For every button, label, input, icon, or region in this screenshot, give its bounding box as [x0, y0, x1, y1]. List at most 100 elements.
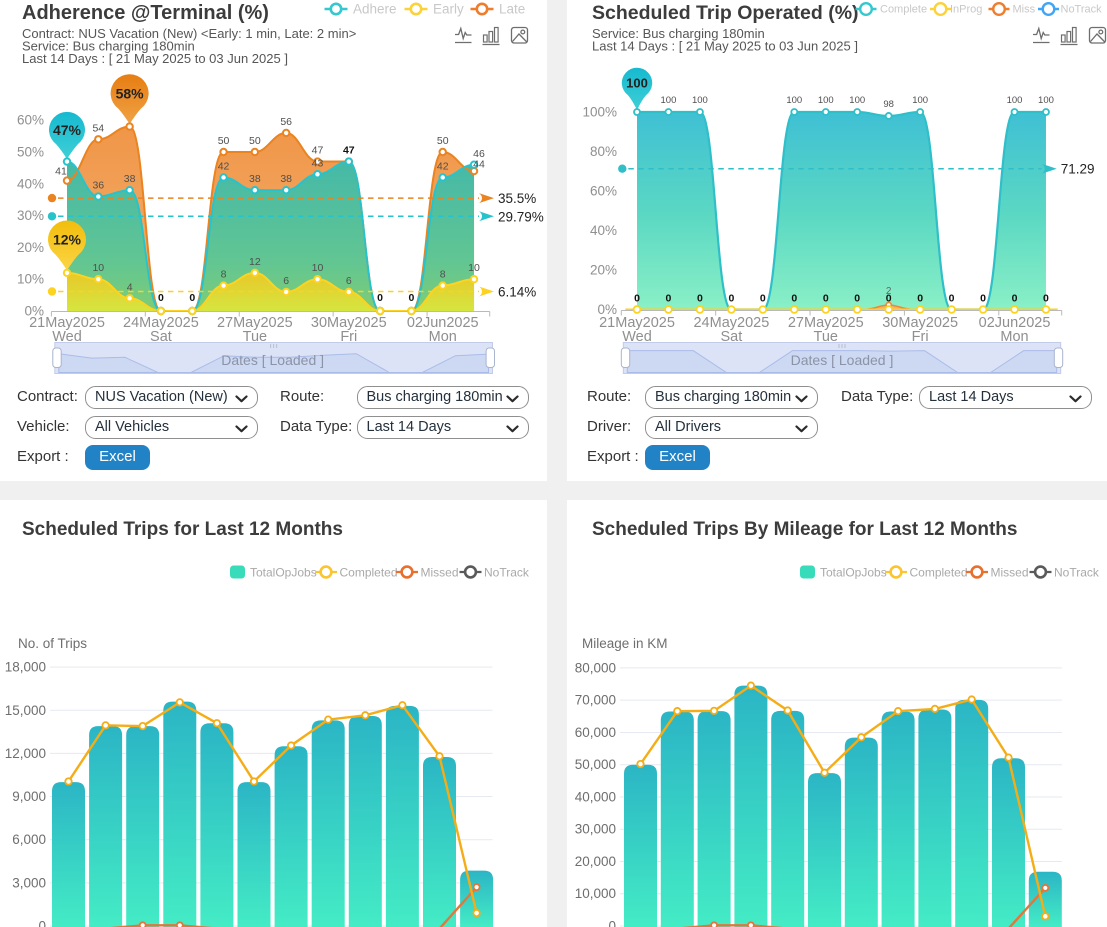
svg-text:Early: Early — [433, 2, 464, 17]
svg-text:Last 14 Days : [ 21 May 2025 t: Last 14 Days : [ 21 May 2025 to 03 Jun 2… — [22, 51, 288, 66]
svg-text:100%: 100% — [582, 105, 617, 120]
svg-text:6.14%: 6.14% — [498, 284, 536, 299]
svg-text:Missed: Missed — [421, 566, 459, 580]
svg-text:0: 0 — [1012, 293, 1018, 305]
svg-text:Scheduled Trips for Last 12 Mo: Scheduled Trips for Last 12 Months — [22, 519, 343, 540]
svg-text:56: 56 — [280, 116, 292, 128]
svg-text:21May2025: 21May2025 — [599, 315, 675, 331]
svg-text:15,000: 15,000 — [5, 703, 46, 718]
svg-text:InProg: InProg — [950, 4, 982, 16]
svg-text:30%: 30% — [17, 208, 44, 223]
svg-text:30,000: 30,000 — [575, 822, 616, 837]
svg-text:0: 0 — [791, 293, 797, 305]
svg-text:0: 0 — [634, 293, 640, 305]
svg-text:Wed: Wed — [622, 329, 652, 345]
svg-text:Dates [ Loaded ]: Dates [ Loaded ] — [221, 352, 324, 368]
svg-text:60%: 60% — [17, 113, 44, 128]
svg-text:0%: 0% — [597, 302, 617, 317]
svg-text:8: 8 — [221, 269, 227, 281]
svg-text:Late: Late — [499, 2, 525, 17]
svg-text:43: 43 — [312, 157, 324, 169]
svg-text:50: 50 — [218, 135, 230, 147]
svg-text:9,000: 9,000 — [12, 789, 46, 804]
svg-text:100: 100 — [626, 76, 648, 91]
svg-text:100: 100 — [786, 95, 802, 106]
svg-text:38: 38 — [280, 173, 292, 185]
svg-text:3,000: 3,000 — [12, 875, 46, 890]
svg-text:0: 0 — [823, 293, 829, 305]
svg-text:80%: 80% — [590, 144, 617, 159]
svg-text:0: 0 — [854, 293, 860, 305]
svg-text:Completed: Completed — [910, 566, 968, 580]
svg-text:Last 14 Days : [ 21 May 2025 t: Last 14 Days : [ 21 May 2025 to 03 Jun 2… — [592, 39, 858, 54]
svg-text:42: 42 — [218, 160, 230, 172]
svg-text:Tue: Tue — [243, 329, 267, 345]
svg-text:10: 10 — [92, 262, 104, 274]
svg-text:12,000: 12,000 — [5, 746, 46, 761]
svg-text:0: 0 — [728, 293, 734, 305]
svg-text:30May2025: 30May2025 — [311, 315, 387, 331]
svg-text:Dates [ Loaded ]: Dates [ Loaded ] — [791, 352, 894, 368]
svg-text:10: 10 — [468, 262, 480, 274]
svg-text:Mon: Mon — [1000, 329, 1028, 345]
svg-text:10: 10 — [312, 262, 324, 274]
svg-text:0%: 0% — [24, 304, 44, 319]
svg-text:20,000: 20,000 — [575, 854, 616, 869]
svg-text:0: 0 — [697, 293, 703, 305]
svg-text:100: 100 — [1007, 95, 1023, 106]
svg-text:20%: 20% — [17, 240, 44, 255]
svg-text:TotalOpJobs: TotalOpJobs — [820, 566, 887, 580]
svg-text:Scheduled Trips By Mileage for: Scheduled Trips By Mileage for Last 12 M… — [592, 519, 1017, 540]
svg-text:60,000: 60,000 — [575, 725, 616, 740]
svg-text:4: 4 — [127, 281, 133, 293]
svg-text:40%: 40% — [590, 223, 617, 238]
svg-text:50: 50 — [437, 135, 449, 147]
svg-text:0: 0 — [760, 293, 766, 305]
svg-text:Mon: Mon — [429, 329, 457, 345]
svg-text:02Jun2025: 02Jun2025 — [979, 315, 1051, 331]
svg-text:50: 50 — [249, 135, 261, 147]
svg-text:Service: Bus charging 180min: Service: Bus charging 180min — [22, 39, 195, 54]
svg-text:41: 41 — [55, 166, 67, 178]
svg-text:21May2025: 21May2025 — [29, 315, 105, 331]
svg-text:27May2025: 27May2025 — [788, 315, 864, 331]
svg-text:Completed: Completed — [340, 566, 398, 580]
svg-text:54: 54 — [92, 122, 104, 134]
svg-text:27May2025: 27May2025 — [217, 315, 293, 331]
svg-text:100: 100 — [818, 95, 834, 106]
svg-text:NoTrack: NoTrack — [484, 566, 530, 580]
svg-text:0: 0 — [917, 293, 923, 305]
svg-text:Complete: Complete — [880, 4, 927, 16]
svg-text:6: 6 — [283, 275, 289, 287]
svg-text:0: 0 — [608, 919, 616, 927]
svg-text:47: 47 — [343, 145, 355, 157]
svg-text:80,000: 80,000 — [575, 660, 616, 675]
svg-text:0: 0 — [1043, 293, 1049, 305]
svg-text:0: 0 — [158, 292, 164, 304]
svg-text:47%: 47% — [53, 122, 82, 138]
svg-text:02Jun2025: 02Jun2025 — [407, 315, 479, 331]
svg-text:50%: 50% — [17, 145, 44, 160]
svg-text:Adherence @Terminal (%): Adherence @Terminal (%) — [22, 2, 269, 24]
svg-text:100: 100 — [692, 95, 708, 106]
svg-text:Service: Bus charging 180min: Service: Bus charging 180min — [592, 26, 765, 41]
svg-text:60%: 60% — [590, 184, 617, 199]
svg-text:98: 98 — [883, 99, 894, 110]
svg-text:10,000: 10,000 — [575, 886, 616, 901]
svg-text:100: 100 — [1038, 95, 1054, 106]
svg-text:29.79%: 29.79% — [498, 209, 544, 224]
svg-text:24May2025: 24May2025 — [123, 315, 199, 331]
svg-text:Wed: Wed — [52, 329, 82, 345]
svg-text:6: 6 — [346, 275, 352, 287]
svg-text:0: 0 — [377, 292, 383, 304]
svg-text:Fri: Fri — [340, 329, 357, 345]
svg-text:46: 46 — [473, 148, 485, 160]
svg-text:44: 44 — [473, 159, 485, 171]
svg-text:2: 2 — [886, 286, 892, 297]
svg-text:36: 36 — [92, 180, 104, 192]
svg-text:40%: 40% — [17, 176, 44, 191]
svg-text:Sat: Sat — [720, 329, 742, 345]
svg-text:0: 0 — [189, 292, 195, 304]
svg-text:35.5%: 35.5% — [498, 191, 536, 206]
svg-text:70,000: 70,000 — [575, 693, 616, 708]
